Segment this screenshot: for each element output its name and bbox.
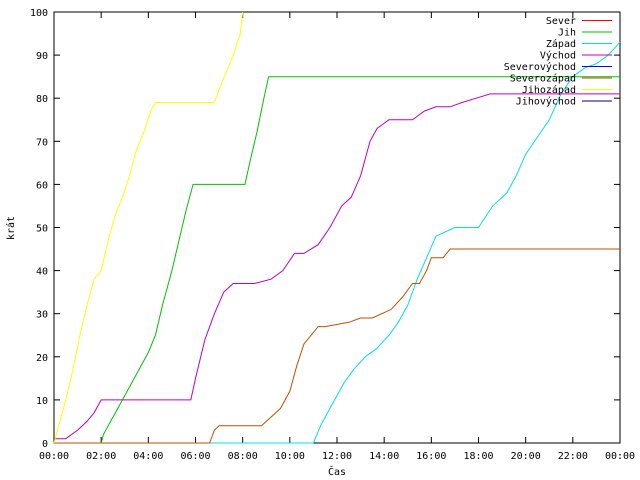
x-tick-label: 16:00 xyxy=(416,451,446,462)
y-tick-label: 0 xyxy=(42,439,48,450)
legend-entry-label: Jih xyxy=(558,28,576,39)
series-line xyxy=(54,41,621,444)
x-tick-label: 14:00 xyxy=(369,451,399,462)
series-line xyxy=(54,248,620,444)
y-axis-title: krát xyxy=(5,216,17,240)
legend-entry-label: Severozápad xyxy=(510,73,576,85)
series-line xyxy=(53,11,244,444)
x-tick-label: 00:00 xyxy=(605,451,635,462)
legend-entry-label: Východ xyxy=(540,50,576,62)
x-tick-label: 02:00 xyxy=(86,451,116,462)
x-tick-label: 18:00 xyxy=(463,451,493,462)
series-line xyxy=(54,76,620,444)
legend-entry-label: Severovýchod xyxy=(504,61,576,73)
series-lines xyxy=(53,11,621,444)
y-tick-label: 80 xyxy=(36,94,48,105)
y-tick-label: 20 xyxy=(36,353,48,364)
x-tick-label: 06:00 xyxy=(180,451,210,462)
x-axis-title: Čas xyxy=(328,465,346,478)
plot-area xyxy=(53,11,621,444)
x-tick-label: 00:00 xyxy=(39,451,69,462)
y-tick-label: 60 xyxy=(36,180,48,191)
y-tick-labels: 0 10 20 30 40 50 60 70 80 90 100 xyxy=(30,8,48,450)
y-tick-label: 50 xyxy=(36,224,48,235)
legend-entry-label: Sever xyxy=(546,16,576,27)
y-tick-label: 40 xyxy=(36,267,48,278)
legend-entry-label: Jihozápad xyxy=(522,84,576,96)
y-tick-label: 100 xyxy=(30,8,48,19)
x-tick-label: 10:00 xyxy=(275,451,305,462)
x-tick-label: 08:00 xyxy=(228,451,258,462)
x-tick-labels: 00:00 02:00 04:00 06:00 08:00 10:00 12:00 14:00… xyxy=(39,451,635,462)
x-tick-label: 12:00 xyxy=(322,451,352,462)
y-tick-label: 10 xyxy=(36,396,48,407)
y-tick-label: 30 xyxy=(36,310,48,321)
y-tick-label: 70 xyxy=(36,137,48,148)
x-tick-label: 20:00 xyxy=(511,451,541,462)
x-tick-label: 22:00 xyxy=(558,451,588,462)
legend-entry-label: Západ xyxy=(546,38,576,50)
legend-entry-label: Jihovýchod xyxy=(516,96,576,108)
series-line xyxy=(54,93,620,440)
x-tick-label: 04:00 xyxy=(133,451,163,462)
y-tick-label: 90 xyxy=(36,51,48,62)
legend: SeverJihZápadVýchodSeverovýchodSeverozáp… xyxy=(504,16,612,108)
